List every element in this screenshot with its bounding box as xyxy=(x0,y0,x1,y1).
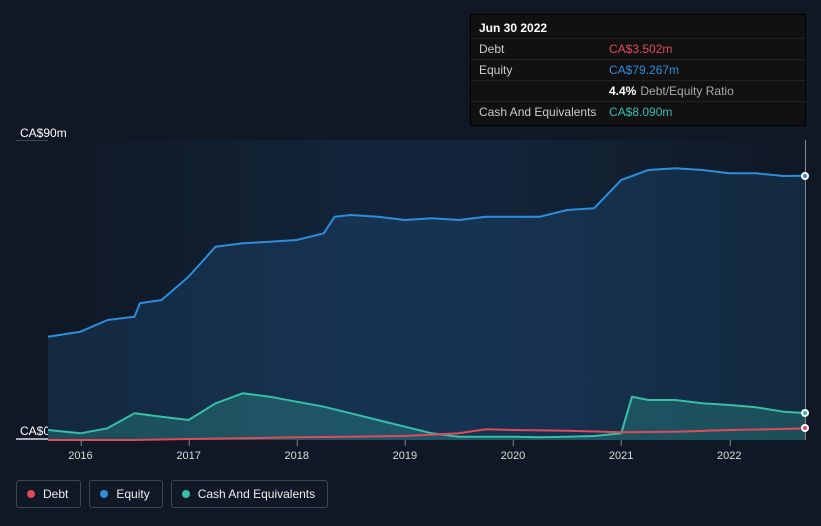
series-end-dot-cash xyxy=(801,409,809,417)
x-axis-tick: 2022 xyxy=(717,450,741,462)
legend-dot-icon xyxy=(182,490,190,498)
x-axis-tick: 2021 xyxy=(609,450,633,462)
legend-label: Cash And Equivalents xyxy=(198,487,315,501)
legend-item-debt[interactable]: Debt xyxy=(16,480,81,508)
x-axis-tick: 2020 xyxy=(501,450,525,462)
tooltip-row-label xyxy=(479,84,609,98)
legend-dot-icon xyxy=(100,490,108,498)
tooltip-row-label: Equity xyxy=(479,63,609,77)
legend-item-equity[interactable]: Equity xyxy=(89,480,162,508)
tooltip-row-value: CA$3.502m xyxy=(609,42,672,56)
series-end-dot-equity xyxy=(801,172,809,180)
tooltip-row-ratio: 4.4% Debt/Equity Ratio xyxy=(471,80,805,101)
tooltip-row-label: Debt xyxy=(479,42,609,56)
tooltip-row-label: Cash And Equivalents xyxy=(479,105,609,119)
legend-label: Debt xyxy=(43,487,68,501)
x-axis: 2016 2017 2018 2019 2020 2021 2022 xyxy=(16,444,805,464)
legend-dot-icon xyxy=(27,490,35,498)
tooltip-row-value: CA$79.267m xyxy=(609,63,679,77)
legend-item-cash[interactable]: Cash And Equivalents xyxy=(171,480,328,508)
tooltip-row-cash: Cash And Equivalents CA$8.090m xyxy=(471,101,805,125)
x-axis-tick: 2017 xyxy=(176,450,200,462)
series-end-dot-debt xyxy=(801,424,809,432)
cursor-line xyxy=(805,140,806,440)
tooltip-row-value: CA$8.090m xyxy=(609,105,672,119)
chart-plot[interactable] xyxy=(48,140,805,440)
x-axis-tick: 2016 xyxy=(68,450,92,462)
tooltip-row-value: 4.4% xyxy=(609,84,636,98)
y-axis-label-top: CA$90m xyxy=(20,126,67,140)
tooltip-panel: Jun 30 2022 Debt CA$3.502m Equity CA$79.… xyxy=(470,14,806,126)
tooltip-row-extra: Debt/Equity Ratio xyxy=(640,84,733,98)
chart-area[interactable] xyxy=(16,140,805,440)
tooltip-row-equity: Equity CA$79.267m xyxy=(471,59,805,80)
x-axis-tick: 2018 xyxy=(284,450,308,462)
tooltip-row-debt: Debt CA$3.502m xyxy=(471,38,805,59)
legend-label: Equity xyxy=(116,487,149,501)
legend: Debt Equity Cash And Equivalents xyxy=(16,480,328,508)
x-axis-tick: 2019 xyxy=(393,450,417,462)
tooltip-date: Jun 30 2022 xyxy=(479,21,547,35)
